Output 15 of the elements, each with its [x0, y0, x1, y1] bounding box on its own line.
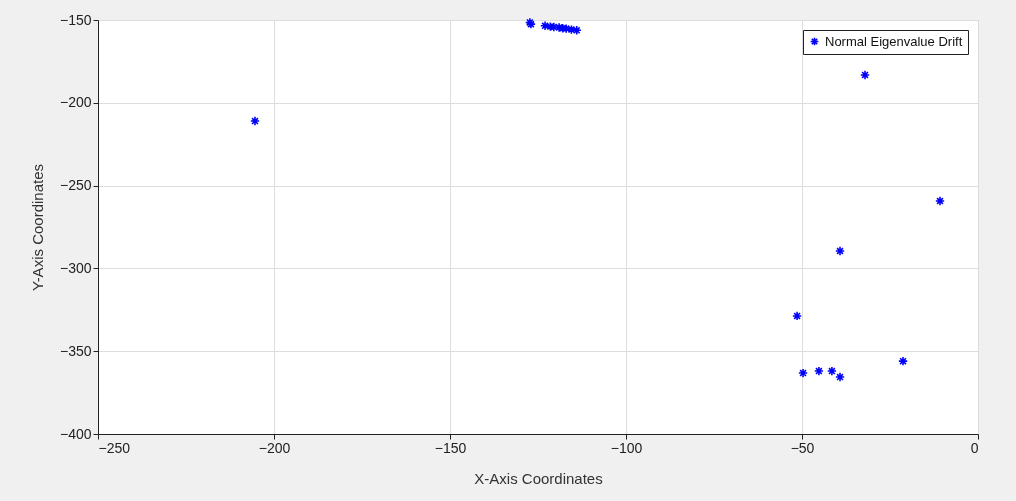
x-tick-label: −50 [790, 439, 815, 456]
y-tick-label: −400 [59, 425, 92, 442]
y-axis-title: Y-Axis Coordinates [28, 163, 46, 292]
x-tick-label: −100 [610, 439, 643, 456]
x-tick-label: −200 [258, 439, 291, 456]
y-tick-label: −250 [59, 177, 92, 194]
x-tick-label: −150 [434, 439, 467, 456]
y-tick-label: −150 [59, 11, 92, 28]
x-tick-label: 0 [970, 439, 979, 456]
legend-label: Normal Eigenvalue Drift [825, 33, 963, 49]
y-tick-label: −300 [59, 259, 92, 276]
x-tick-label: −250 [98, 439, 131, 456]
y-tick-label: −200 [59, 94, 92, 111]
x-axis-title: X-Axis Coordinates [474, 469, 603, 487]
y-tick-label: −350 [59, 342, 92, 359]
